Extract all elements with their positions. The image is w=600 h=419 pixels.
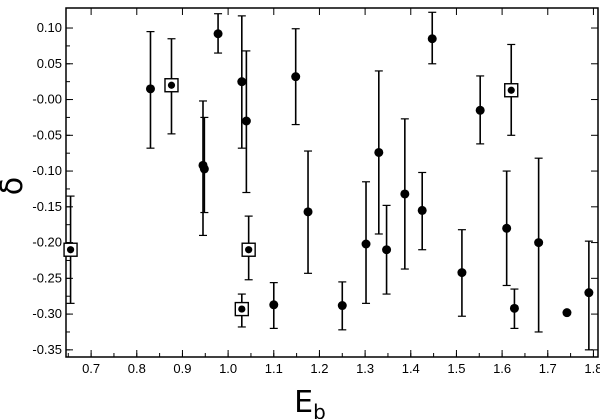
data-point bbox=[213, 29, 223, 39]
y-tick-label: -0.20 bbox=[32, 235, 62, 250]
x-tick-label: 0.8 bbox=[128, 361, 146, 376]
plot-border bbox=[65, 7, 599, 358]
y-tick-label: 0.05 bbox=[37, 56, 62, 71]
x-tick-label: 1.4 bbox=[402, 361, 420, 376]
x-axis-ticks: 0.7 0.8 0.9 1.0 1.1 1.2 1.3 1.4 1.5 1.6 1.7 1.8 bbox=[67, 8, 600, 376]
x-tick-label: 1.3 bbox=[356, 361, 374, 376]
data-point bbox=[374, 147, 384, 157]
y-tick-label: 0.10 bbox=[37, 20, 62, 35]
data-point bbox=[509, 303, 519, 313]
data-point bbox=[534, 238, 544, 248]
data-point bbox=[502, 223, 512, 233]
x-tick-label: 1.6 bbox=[493, 361, 511, 376]
x-tick-label: 1.1 bbox=[265, 361, 283, 376]
data-point bbox=[238, 305, 246, 313]
x-tick-label: 1.7 bbox=[539, 361, 557, 376]
data-point bbox=[562, 308, 572, 318]
x-axis-label-subscript: b bbox=[313, 400, 326, 419]
x-tick-label: 0.9 bbox=[173, 361, 191, 376]
y-tick-label: -0.25 bbox=[32, 270, 62, 285]
plot-frame bbox=[65, 7, 599, 358]
data-point bbox=[337, 301, 347, 311]
data-point bbox=[303, 207, 313, 217]
data-point bbox=[167, 81, 176, 89]
data-point bbox=[269, 300, 279, 310]
data-point bbox=[291, 72, 301, 82]
data-point bbox=[507, 86, 515, 94]
x-axis-label: Eb bbox=[294, 385, 326, 419]
x-tick-label: 1.0 bbox=[219, 361, 237, 376]
y-tick-label: -0.35 bbox=[32, 342, 62, 357]
y-tick-label: -0.30 bbox=[32, 306, 62, 321]
data-point bbox=[199, 164, 209, 174]
y-axis-label: δ bbox=[0, 177, 30, 195]
y-tick-label: -0.00 bbox=[32, 92, 62, 107]
data-points bbox=[63, 29, 594, 318]
data-point bbox=[145, 84, 155, 94]
y-tick-label: -0.05 bbox=[32, 127, 62, 142]
data-point bbox=[241, 116, 251, 126]
data-point bbox=[475, 105, 485, 115]
x-tick-label: 1.8 bbox=[584, 361, 600, 376]
data-point bbox=[584, 288, 594, 298]
y-tick-label: -0.15 bbox=[32, 199, 62, 214]
data-point bbox=[237, 77, 247, 87]
x-tick-label: 1.2 bbox=[310, 361, 328, 376]
x-tick-label: 0.7 bbox=[82, 361, 100, 376]
data-point bbox=[457, 268, 467, 278]
error-bars bbox=[66, 11, 593, 351]
data-point bbox=[66, 246, 75, 254]
data-point bbox=[382, 245, 392, 255]
data-point bbox=[400, 189, 410, 199]
y-tick-label: -0.10 bbox=[32, 163, 62, 178]
data-point bbox=[417, 205, 427, 215]
x-tick-label: 1.5 bbox=[447, 361, 465, 376]
data-point bbox=[427, 34, 437, 44]
data-point bbox=[245, 246, 253, 254]
y-axis-ticks: 0.10 0.05 -0.00 -0.05 -0.10 -0.15 -0.20 -0.25 -0… bbox=[32, 20, 598, 357]
data-point bbox=[361, 239, 371, 249]
